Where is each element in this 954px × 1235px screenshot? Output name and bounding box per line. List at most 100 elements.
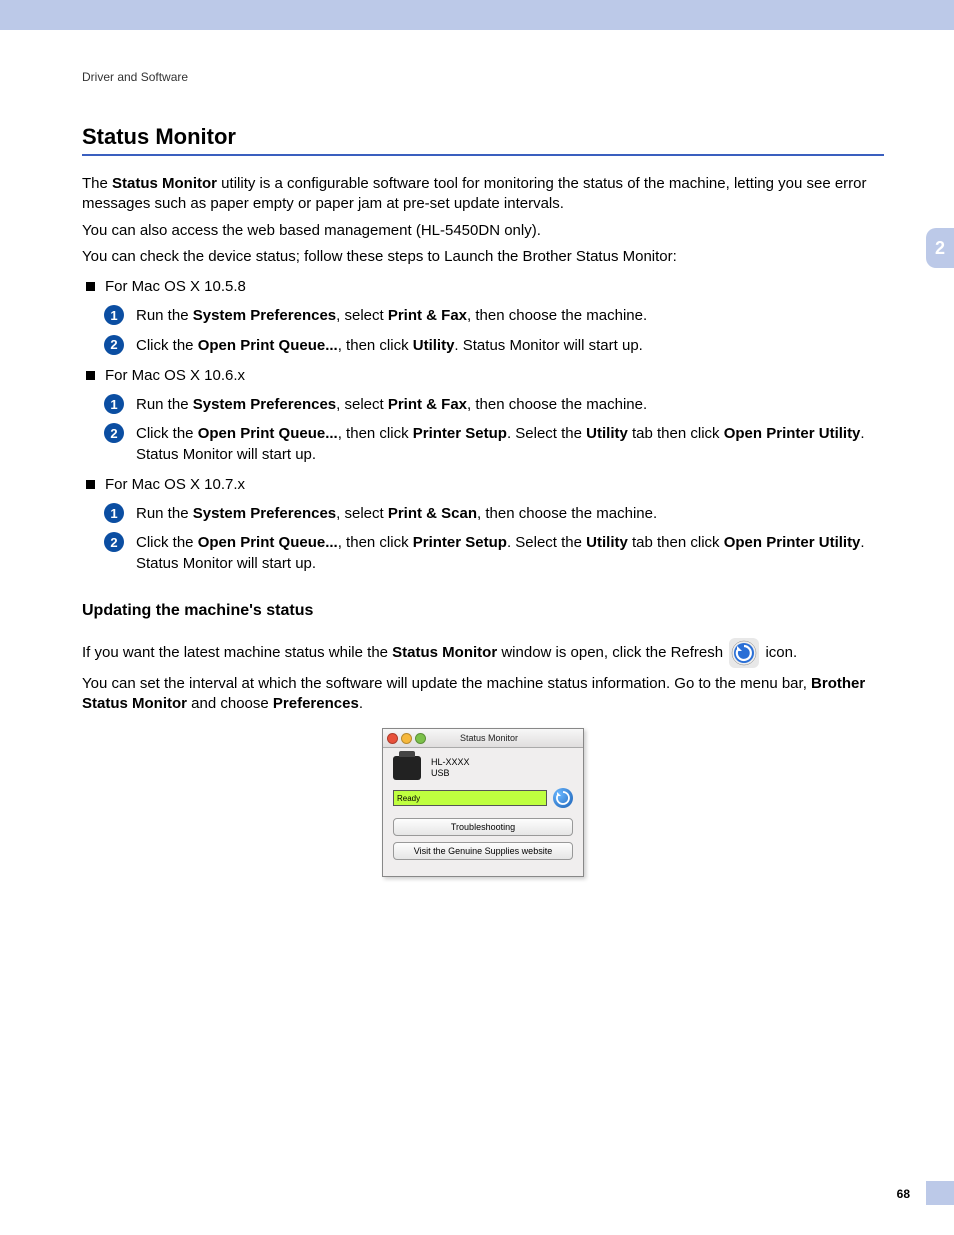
text-bold: Status Monitor bbox=[112, 175, 217, 192]
device-row: HL-XXXX USB bbox=[393, 756, 573, 780]
text: tab then click bbox=[628, 534, 724, 551]
text-bold: Print & Fax bbox=[388, 396, 467, 413]
step-number-icon: 1 bbox=[104, 503, 124, 523]
screenshot-wrap: Status Monitor HL-XXXX USB Ready bbox=[82, 728, 884, 877]
dialog-titlebar: Status Monitor bbox=[383, 729, 583, 748]
dialog-body: HL-XXXX USB Ready Troubleshooting Visit … bbox=[383, 748, 583, 876]
step-number-icon: 2 bbox=[104, 335, 124, 355]
text: tab then click bbox=[628, 425, 724, 442]
text: , then click bbox=[338, 425, 413, 442]
step-row: 1 Run the System Preferences, select Prin… bbox=[104, 503, 884, 524]
square-bullet-icon bbox=[86, 282, 95, 291]
top-bar bbox=[0, 0, 954, 30]
text: , then click bbox=[338, 534, 413, 551]
text-bold: Utility bbox=[586, 534, 628, 551]
step-number-icon: 2 bbox=[104, 423, 124, 443]
step-number-icon: 1 bbox=[104, 305, 124, 325]
bullet-row: For Mac OS X 10.7.x bbox=[82, 475, 884, 495]
step-row: 1 Run the System Preferences, select Prin… bbox=[104, 394, 884, 415]
text-bold: Open Print Queue... bbox=[198, 337, 338, 354]
text: , then choose the machine. bbox=[467, 307, 647, 324]
step-row: 2 Click the Open Print Queue..., then cli… bbox=[104, 423, 884, 465]
device-name: HL-XXXX bbox=[431, 757, 470, 769]
text: . Select the bbox=[507, 425, 586, 442]
intro-p1: The Status Monitor utility is a configur… bbox=[82, 174, 884, 215]
step-number-icon: 2 bbox=[104, 532, 124, 552]
status-monitor-dialog: Status Monitor HL-XXXX USB Ready bbox=[382, 728, 584, 877]
text: window is open, click the Refresh bbox=[497, 644, 727, 661]
close-icon[interactable] bbox=[387, 733, 398, 744]
step-text: Click the Open Print Queue..., then clic… bbox=[136, 532, 884, 574]
bullet-row: For Mac OS X 10.6.x bbox=[82, 366, 884, 386]
update-p1: If you want the latest machine status wh… bbox=[82, 638, 884, 668]
text-bold: Preferences bbox=[273, 695, 359, 712]
text-bold: System Preferences bbox=[193, 505, 336, 522]
text: . bbox=[359, 695, 363, 712]
device-connection: USB bbox=[431, 768, 470, 780]
text-bold: System Preferences bbox=[193, 396, 336, 413]
text-bold: Open Printer Utility bbox=[724, 534, 861, 551]
page-title: Status Monitor bbox=[82, 124, 884, 150]
text: , select bbox=[336, 307, 388, 324]
breadcrumb: Driver and Software bbox=[82, 70, 884, 84]
bullet-label: For Mac OS X 10.5.8 bbox=[105, 277, 246, 297]
device-text: HL-XXXX USB bbox=[431, 757, 470, 780]
supplies-website-button[interactable]: Visit the Genuine Supplies website bbox=[393, 842, 573, 860]
dialog-title: Status Monitor bbox=[399, 733, 579, 743]
text: Click the bbox=[136, 425, 198, 442]
text: , then choose the machine. bbox=[477, 505, 657, 522]
text: Run the bbox=[136, 505, 193, 522]
step-text: Click the Open Print Queue..., then clic… bbox=[136, 423, 884, 465]
status-row: Ready bbox=[393, 788, 573, 808]
troubleshooting-button[interactable]: Troubleshooting bbox=[393, 818, 573, 836]
text: and choose bbox=[187, 695, 273, 712]
text-bold: Open Print Queue... bbox=[198, 534, 338, 551]
status-badge: Ready bbox=[393, 790, 547, 806]
step-number-icon: 1 bbox=[104, 394, 124, 414]
bullet-label: For Mac OS X 10.6.x bbox=[105, 366, 245, 386]
text-bold: System Preferences bbox=[193, 307, 336, 324]
text-bold: Printer Setup bbox=[413, 425, 507, 442]
bullet-row: For Mac OS X 10.5.8 bbox=[82, 277, 884, 297]
step-row: 1 Run the System Preferences, select Prin… bbox=[104, 305, 884, 326]
text: , select bbox=[336, 396, 388, 413]
text-bold: Utility bbox=[413, 337, 455, 354]
title-rule bbox=[82, 154, 884, 156]
update-p2: You can set the interval at which the so… bbox=[82, 674, 884, 715]
intro-p3: You can check the device status; follow … bbox=[82, 247, 884, 267]
text: Run the bbox=[136, 396, 193, 413]
step-text: Run the System Preferences, select Print… bbox=[136, 305, 647, 326]
step-text: Run the System Preferences, select Print… bbox=[136, 503, 657, 524]
text: icon. bbox=[761, 644, 797, 661]
text-bold: Printer Setup bbox=[413, 534, 507, 551]
printer-icon bbox=[393, 756, 421, 780]
square-bullet-icon bbox=[86, 480, 95, 489]
refresh-icon[interactable] bbox=[553, 788, 573, 808]
text: , then choose the machine. bbox=[467, 396, 647, 413]
text-bold: Utility bbox=[586, 425, 628, 442]
text: If you want the latest machine status wh… bbox=[82, 644, 392, 661]
intro-p2: You can also access the web based manage… bbox=[82, 221, 884, 241]
text: The bbox=[82, 175, 112, 192]
text-bold: Open Printer Utility bbox=[724, 425, 861, 442]
step-row: 2 Click the Open Print Queue..., then cli… bbox=[104, 532, 884, 574]
text: . Status Monitor will start up. bbox=[454, 337, 642, 354]
refresh-icon bbox=[729, 638, 759, 668]
square-bullet-icon bbox=[86, 371, 95, 380]
step-row: 2 Click the Open Print Queue..., then cli… bbox=[104, 335, 884, 356]
text: You can set the interval at which the so… bbox=[82, 675, 811, 692]
bullet-label: For Mac OS X 10.7.x bbox=[105, 475, 245, 495]
step-text: Click the Open Print Queue..., then clic… bbox=[136, 335, 643, 356]
text-bold: Print & Scan bbox=[388, 505, 477, 522]
text: , select bbox=[336, 505, 388, 522]
text: Click the bbox=[136, 337, 198, 354]
text-bold: Status Monitor bbox=[392, 644, 497, 661]
text-bold: Print & Fax bbox=[388, 307, 467, 324]
page-number: 68 bbox=[897, 1187, 910, 1201]
text: Click the bbox=[136, 534, 198, 551]
subheading: Updating the machine's status bbox=[82, 602, 884, 620]
text: , then click bbox=[338, 337, 413, 354]
text-bold: Open Print Queue... bbox=[198, 425, 338, 442]
text: Run the bbox=[136, 307, 193, 324]
chapter-tab: 2 bbox=[926, 228, 954, 268]
